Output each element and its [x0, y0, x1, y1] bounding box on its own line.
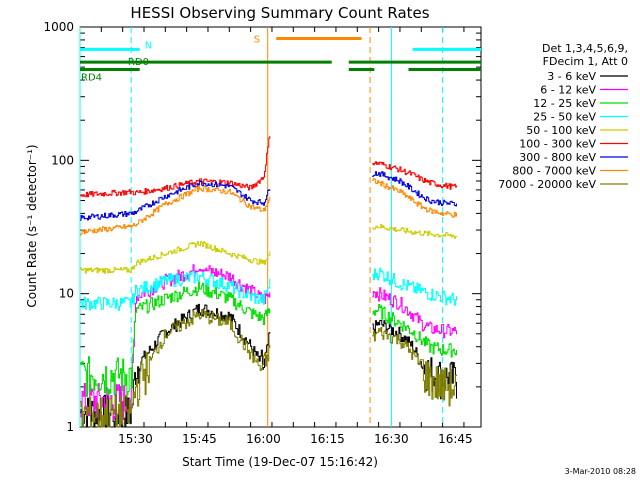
plot-area: 1 10 100 1000 15:30 15:45 16:00 16:15 16:30 16:45…	[43, 20, 482, 446]
series-line-8	[80, 185, 271, 236]
series-line-2	[372, 287, 457, 339]
chart-title: HESSI Observing Summary Count Rates	[130, 4, 429, 22]
series-line-9	[372, 327, 457, 407]
legend-label: 300 - 800 keV	[519, 151, 596, 164]
series-line-9	[80, 309, 271, 428]
state-label-rd0: RD0	[128, 57, 149, 68]
state-label-n: N	[145, 40, 152, 51]
series-line-7	[372, 171, 457, 207]
legend-header-line-2: FDecim 1, Att 0	[543, 55, 628, 68]
x-axis-label: Start Time (19-Dec-07 15:16:42)	[182, 455, 378, 469]
x-tick-label: 16:00	[246, 432, 281, 446]
x-tick-label: 16:15	[310, 432, 345, 446]
series-line-4	[80, 270, 271, 311]
legend-header-line-1: Det 1,3,4,5,6,9,	[542, 42, 628, 55]
series-line-8	[372, 178, 457, 218]
y-tick-label: 1000	[43, 20, 74, 34]
series-line-3	[372, 304, 457, 358]
legend-label: 50 - 100 keV	[526, 124, 596, 137]
series-line-3	[80, 281, 271, 397]
state-label-s: S	[254, 34, 260, 45]
y-tick-label: 10	[59, 287, 74, 301]
legend-label: 25 - 50 keV	[533, 111, 596, 124]
y-tick-label: 1	[66, 420, 74, 434]
x-tick-label: 15:30	[118, 432, 153, 446]
legend-label: 100 - 300 keV	[519, 138, 596, 151]
footer-timestamp: 3-Mar-2010 08:28	[565, 467, 636, 476]
series-line-2	[80, 264, 271, 423]
x-tick-label: 16:30	[374, 432, 409, 446]
y-axis-label: Count Rate (s⁻¹ detector⁻¹)	[25, 144, 39, 307]
legend-label: 7000 - 20000 keV	[498, 178, 596, 191]
y-tick-label: 100	[51, 153, 74, 167]
series-line-6	[372, 161, 457, 190]
legend-label: 800 - 7000 keV	[512, 165, 596, 178]
series-line-4	[372, 267, 457, 306]
legend-label: 3 - 6 keV	[547, 70, 596, 83]
x-tick-label: 16:45	[438, 432, 473, 446]
series-line-6	[80, 135, 271, 198]
series-line-7	[80, 180, 271, 221]
series-line-5	[372, 223, 457, 239]
series-line-5	[80, 241, 271, 274]
state-label-rd4: RD4	[81, 73, 102, 84]
legend-label: 6 - 12 keV	[540, 84, 596, 97]
legend-label: 12 - 25 keV	[533, 97, 596, 110]
x-tick-label: 15:45	[182, 432, 217, 446]
series-line-1	[80, 303, 271, 428]
